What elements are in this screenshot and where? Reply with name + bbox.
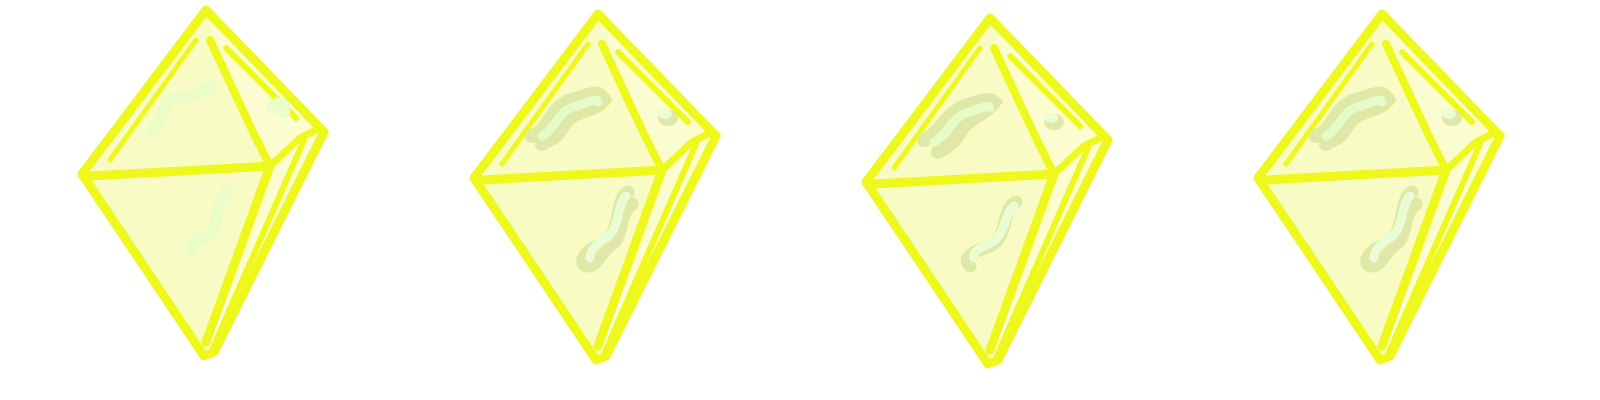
yellow-crystal-gem-icon xyxy=(474,14,716,360)
sprite-frame-3 xyxy=(866,18,1108,364)
yellow-crystal-gem-icon xyxy=(82,10,324,356)
gem-highlight-shaded xyxy=(1309,86,1462,273)
gem-highlight-shaded xyxy=(525,86,678,273)
gem-highlight-shaded xyxy=(917,92,1064,273)
gem-highlight-soft xyxy=(146,82,291,256)
yellow-crystal-gem-icon xyxy=(1258,14,1500,360)
sprite-frame-2 xyxy=(474,14,716,360)
yellow-crystal-gem-icon xyxy=(866,18,1108,364)
sprite-frame-1 xyxy=(82,10,324,356)
sprite-frame-4 xyxy=(1258,14,1500,360)
